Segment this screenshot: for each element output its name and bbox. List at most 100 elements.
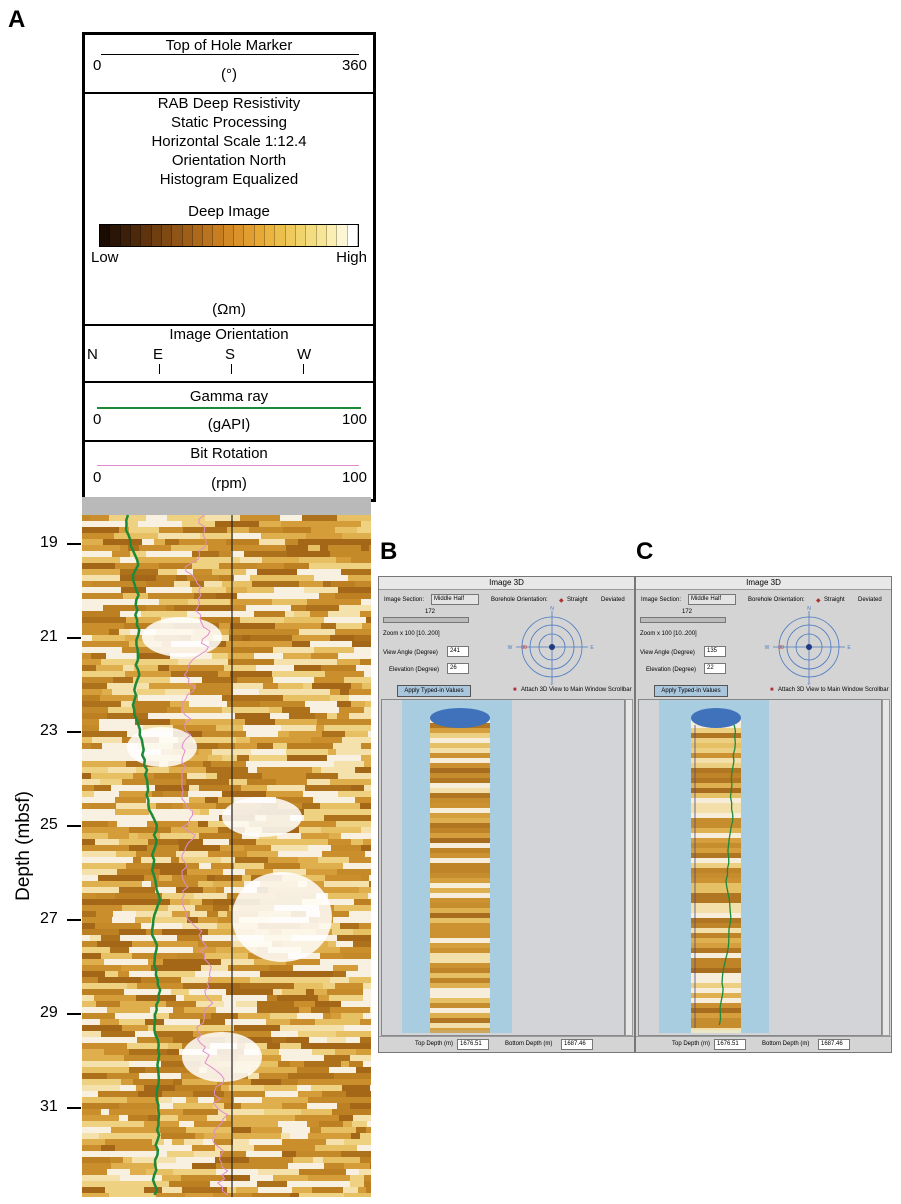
- cylinder-band: [430, 963, 490, 968]
- top-depth-input[interactable]: 1676.51: [714, 1039, 746, 1050]
- image-cell: [203, 887, 216, 893]
- image-cell: [138, 521, 182, 527]
- image-section-select[interactable]: Middle Half: [688, 594, 736, 605]
- image-cell: [120, 575, 156, 581]
- image-cell: [119, 839, 148, 845]
- image-bright-zone: [222, 797, 302, 837]
- gamma-ray-curve: [124, 514, 162, 1196]
- image-cell: [199, 785, 241, 791]
- view-angle-input[interactable]: 241: [447, 646, 469, 657]
- image-cell: [289, 731, 300, 737]
- image-cell: [278, 731, 289, 737]
- orientation-compass[interactable]: N E S W 30: [729, 605, 889, 685]
- cylinder-band: [691, 903, 741, 908]
- apply-typed-values-button[interactable]: Apply Typed-in Values: [397, 685, 471, 697]
- vertical-scrollbar[interactable]: [625, 699, 633, 1036]
- image-cell: [82, 635, 92, 641]
- attach-label: Attach 3D View to Main Window Scrollbar: [778, 687, 889, 693]
- bottom-depth-input[interactable]: 1687.46: [818, 1039, 850, 1050]
- image-cell: [248, 767, 257, 773]
- borehole-orientation-label: Borehole Orientation:: [491, 597, 548, 603]
- image-cell: [82, 1121, 111, 1127]
- image-cell: [205, 953, 248, 959]
- image-cell: [364, 785, 371, 791]
- image-cell: [82, 545, 120, 551]
- image-cell: [187, 917, 198, 923]
- image-cell: [82, 1139, 105, 1145]
- image-cell: [189, 959, 221, 965]
- image-cell: [290, 1019, 315, 1025]
- image-cell: [330, 977, 349, 983]
- image-cell: [221, 857, 235, 863]
- image-cell: [308, 671, 325, 677]
- image-cell: [313, 1157, 323, 1163]
- top-depth-label: Top Depth (m): [415, 1041, 454, 1047]
- apply-typed-values-button[interactable]: Apply Typed-in Values: [654, 685, 728, 697]
- bottom-depth-input[interactable]: 1687.46: [561, 1039, 593, 1050]
- image-cell: [91, 653, 106, 659]
- image-cell: [223, 869, 245, 875]
- vertical-scrollbar[interactable]: [882, 699, 890, 1036]
- image-section-select[interactable]: Middle Half: [431, 594, 479, 605]
- image-cell: [82, 611, 120, 617]
- straight-radio[interactable]: ◆: [816, 598, 821, 604]
- image-cell: [189, 1025, 234, 1031]
- compass-center: [549, 644, 555, 650]
- orientation-compass[interactable]: N E S W 30: [472, 605, 632, 685]
- elevation-input[interactable]: 26: [447, 663, 469, 674]
- image-cell: [160, 869, 187, 875]
- image-cell: [257, 563, 284, 569]
- image-cell: [162, 1187, 182, 1193]
- image-cell: [162, 893, 194, 899]
- image-cell: [346, 1091, 371, 1097]
- image-cell: [189, 989, 226, 995]
- image-cell: [181, 707, 222, 713]
- image-cell: [182, 521, 215, 527]
- image-cell: [218, 797, 234, 803]
- cylinder-band: [430, 738, 490, 743]
- image-cell: [228, 653, 254, 659]
- straight-radio[interactable]: ◆: [559, 598, 564, 604]
- image-cell: [342, 737, 371, 743]
- elevation-input[interactable]: 22: [704, 663, 726, 674]
- image-cell: [156, 575, 165, 581]
- top-depth-input[interactable]: 1676.51: [457, 1039, 489, 1050]
- image-cell: [82, 581, 92, 587]
- attach-checkbox[interactable]: ■: [770, 687, 774, 693]
- view-angle-input[interactable]: 135: [704, 646, 726, 657]
- image-cell: [292, 635, 330, 641]
- cylinder-band: [430, 778, 490, 783]
- image-cell: [338, 587, 371, 593]
- zoom-slider[interactable]: [640, 617, 726, 623]
- image-cell: [95, 923, 141, 929]
- image-cell: [187, 869, 223, 875]
- orientation-w: W: [297, 346, 312, 363]
- deep-image-colorbar: [99, 224, 359, 247]
- image-cell: [117, 821, 147, 827]
- image-cell: [181, 977, 208, 983]
- colorbar-swatch: [275, 225, 286, 246]
- image-cell: [162, 1091, 193, 1097]
- image-cell: [82, 821, 108, 827]
- compass-label: W: [765, 645, 770, 651]
- image-cell: [369, 881, 371, 887]
- image-cell: [259, 521, 281, 527]
- orientation-e: E: [153, 346, 164, 363]
- image-cell: [172, 803, 183, 809]
- image-cell: [144, 875, 159, 881]
- bit-unit: (rpm): [211, 475, 247, 492]
- attach-checkbox[interactable]: ■: [513, 687, 517, 693]
- image-cell: [82, 731, 127, 737]
- image-cell: [222, 707, 269, 713]
- image-cell: [214, 1097, 234, 1103]
- image-cell: [339, 707, 364, 713]
- image-cell: [212, 653, 228, 659]
- image-cell: [107, 1169, 130, 1175]
- image-cell: [216, 1007, 257, 1013]
- image-cell: [127, 1043, 168, 1049]
- zoom-slider[interactable]: [383, 617, 469, 623]
- image-cell: [273, 743, 287, 749]
- image-cell: [297, 569, 341, 575]
- image-cell: [168, 761, 203, 767]
- image-cell: [262, 557, 299, 563]
